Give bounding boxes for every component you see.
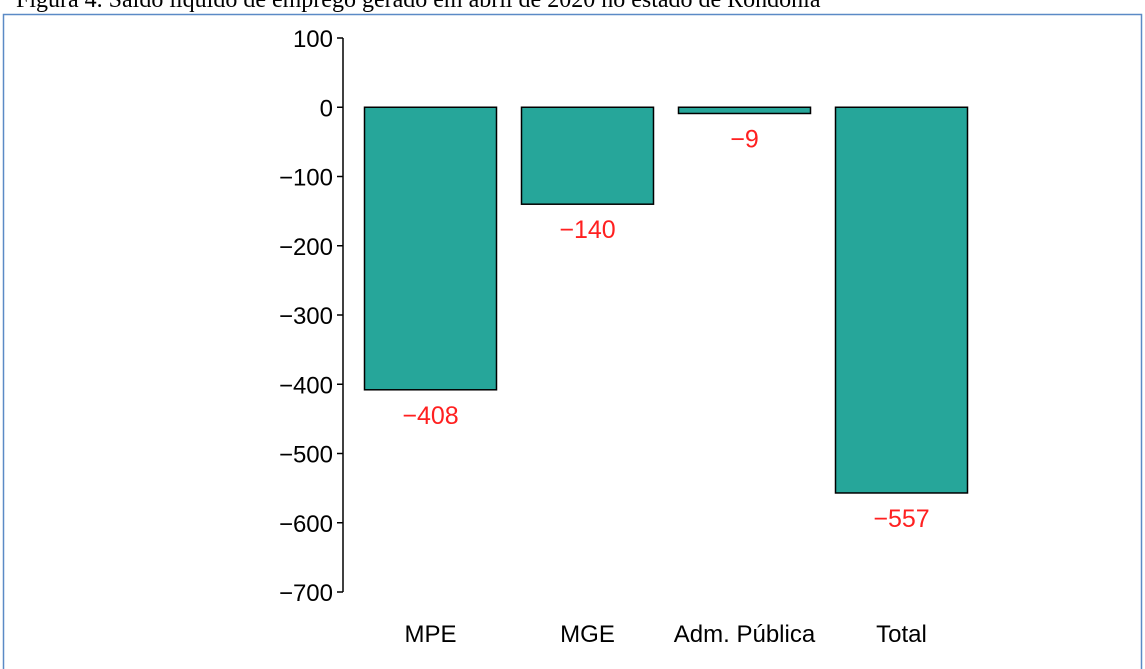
y-tick-label: 100 [293,26,333,53]
data-label: −140 [559,216,615,244]
bar [834,106,969,494]
y-tick-label: −600 [279,511,333,538]
x-tick-label: MGE [560,621,615,648]
data-label: −9 [730,125,759,153]
y-tick-label: −500 [279,442,333,469]
bar [520,106,655,205]
x-tick-label: MPE [404,621,456,648]
y-tick-label: −400 [279,372,333,399]
y-tick-label: −100 [279,165,333,192]
y-tick-label: −300 [279,303,333,330]
frame [2,13,1143,669]
data-label: −408 [402,402,458,430]
x-tick-label: Adm. Pública [674,621,816,648]
data-label: −557 [873,505,929,533]
y-tick-label: 0 [320,95,333,122]
x-tick-label: Total [876,621,927,648]
y-tick-label: −200 [279,234,333,261]
chart-title: Figura 4. Saldo líquido de emprego gerad… [16,0,821,13]
bar [677,106,812,115]
bar [363,106,498,391]
y-tick-label: −700 [279,580,333,607]
